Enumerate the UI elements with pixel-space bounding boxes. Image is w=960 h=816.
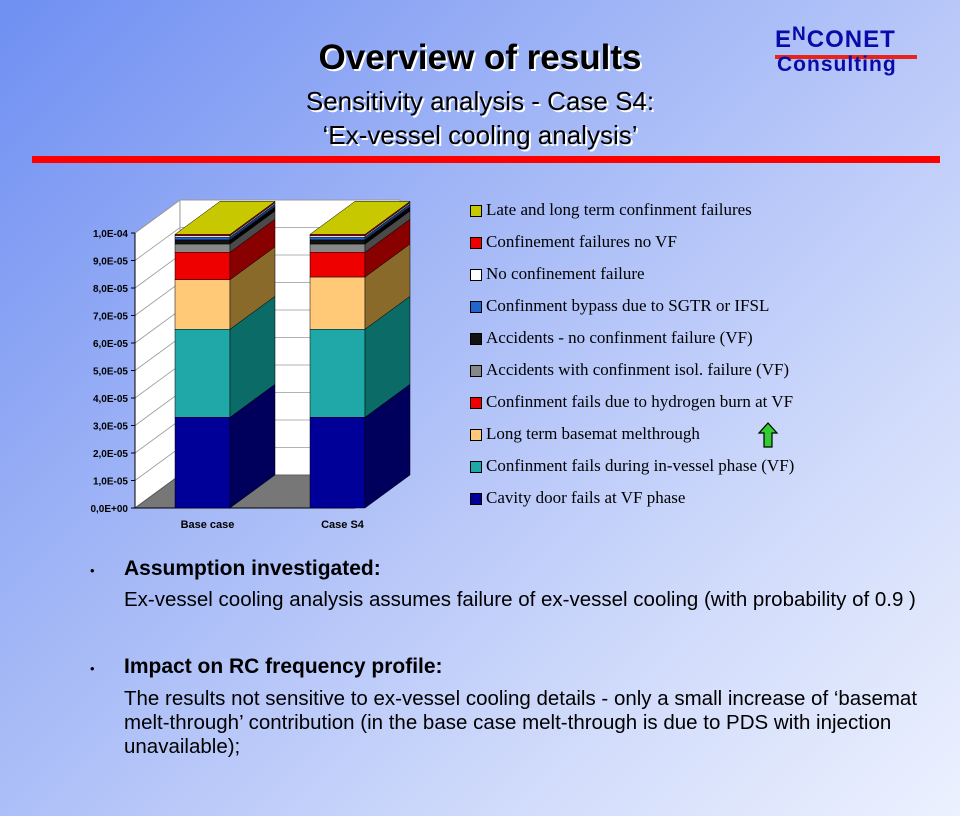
y-tick-label: 1,0E-05	[93, 477, 128, 488]
bar-segment-front	[309, 239, 366, 245]
legend-label: Long term basemat melthrough	[486, 424, 700, 443]
y-tick-label: 5,0E-05	[93, 367, 128, 378]
legend-label: Confinment fails during in-vessel phase …	[486, 456, 795, 475]
bullet-2-heading: Impact on RC frequency profile:	[124, 655, 443, 678]
title-underline	[32, 156, 940, 163]
legend-label: Cavity door fails at VF phase	[486, 488, 686, 507]
logo-bottom-text: Consulting	[777, 53, 897, 76]
bar-top-face	[309, 201, 411, 235]
bar-segment-front	[309, 417, 366, 509]
legend-swatch	[470, 301, 482, 313]
page-title: Overview of results	[318, 38, 642, 77]
bar-segment-front	[309, 329, 366, 418]
bullet-2-glyph: •	[90, 661, 95, 676]
legend-label: Accidents - no confinment failure (VF)	[486, 328, 753, 347]
legend-swatch	[470, 397, 482, 409]
bar-segment-front	[174, 239, 231, 245]
bar-segment-front	[174, 252, 231, 280]
bullet-1-heading: Assumption investigated:	[124, 557, 381, 580]
legend-label: Confinement failures no VF	[486, 232, 677, 251]
bar-segment-front	[174, 279, 231, 330]
bar-segment-front	[174, 417, 231, 509]
legend-label: No confinement failure	[486, 264, 645, 283]
logo-top-text: ENCONET	[775, 24, 896, 53]
legend-swatch	[470, 205, 482, 217]
x-category-label: Case S4	[321, 519, 365, 531]
legend-swatch	[470, 237, 482, 249]
bullet-1-text: Ex-vessel cooling analysis assumes failu…	[124, 588, 916, 611]
y-tick-label: 8,0E-05	[93, 284, 128, 295]
y-tick-label: 9,0E-05	[93, 257, 128, 268]
bar-segment-front	[309, 243, 366, 253]
y-tick-label: 0,0E+00	[90, 504, 128, 515]
y-tick-label: 7,0E-05	[93, 312, 128, 323]
legend-label: Confinment fails due to hydrogen burn at…	[486, 392, 794, 411]
legend-swatch	[470, 269, 482, 281]
stacked-bar-chart: 0,0E+00 1,0E-05 2,0E-05 3,0E-05 4,0E-05 5,0E-…	[90, 199, 411, 531]
page-subtitle: Sensitivity analysis - Case S4:	[305, 86, 655, 116]
page-subtitle-2: ‘Ex-vessel cooling analysis’	[322, 120, 638, 150]
company-logo: ENCONET Consulting	[775, 24, 925, 78]
y-tick-label: 6,0E-05	[93, 339, 128, 350]
x-category-label: Base case	[181, 519, 235, 531]
gridline	[134, 199, 400, 234]
y-tick-label: 1,0E-04	[93, 229, 128, 240]
bar-segment-front	[309, 276, 366, 330]
bar-top-face	[174, 201, 276, 235]
bullet-2-text: The results not sensitive to ex-vessel c…	[124, 687, 918, 758]
y-tick-label: 4,0E-05	[93, 394, 128, 405]
legend-swatch	[470, 461, 482, 473]
y-tick-label: 2,0E-05	[93, 449, 128, 460]
up-arrow-icon	[758, 422, 778, 448]
legend-label: Accidents with confinment isol. failure …	[486, 360, 790, 379]
bullet-1-glyph: •	[90, 563, 95, 578]
legend-swatch	[470, 365, 482, 377]
bar-segment-front	[174, 329, 231, 418]
logo-bar	[775, 55, 917, 59]
bar-segment-front	[309, 252, 366, 278]
legend-swatch	[470, 493, 482, 505]
bar-segment-front	[174, 236, 231, 241]
legend-label: Late and long term confinment failures	[486, 200, 752, 219]
y-tick-label: 3,0E-05	[93, 422, 128, 433]
legend-swatch	[470, 429, 482, 441]
legend-label: Confinment bypass due to SGTR or IFSL	[486, 296, 770, 315]
legend-swatch	[470, 333, 482, 345]
bar-segment-front	[174, 243, 231, 253]
bar-segment-front	[309, 236, 366, 241]
